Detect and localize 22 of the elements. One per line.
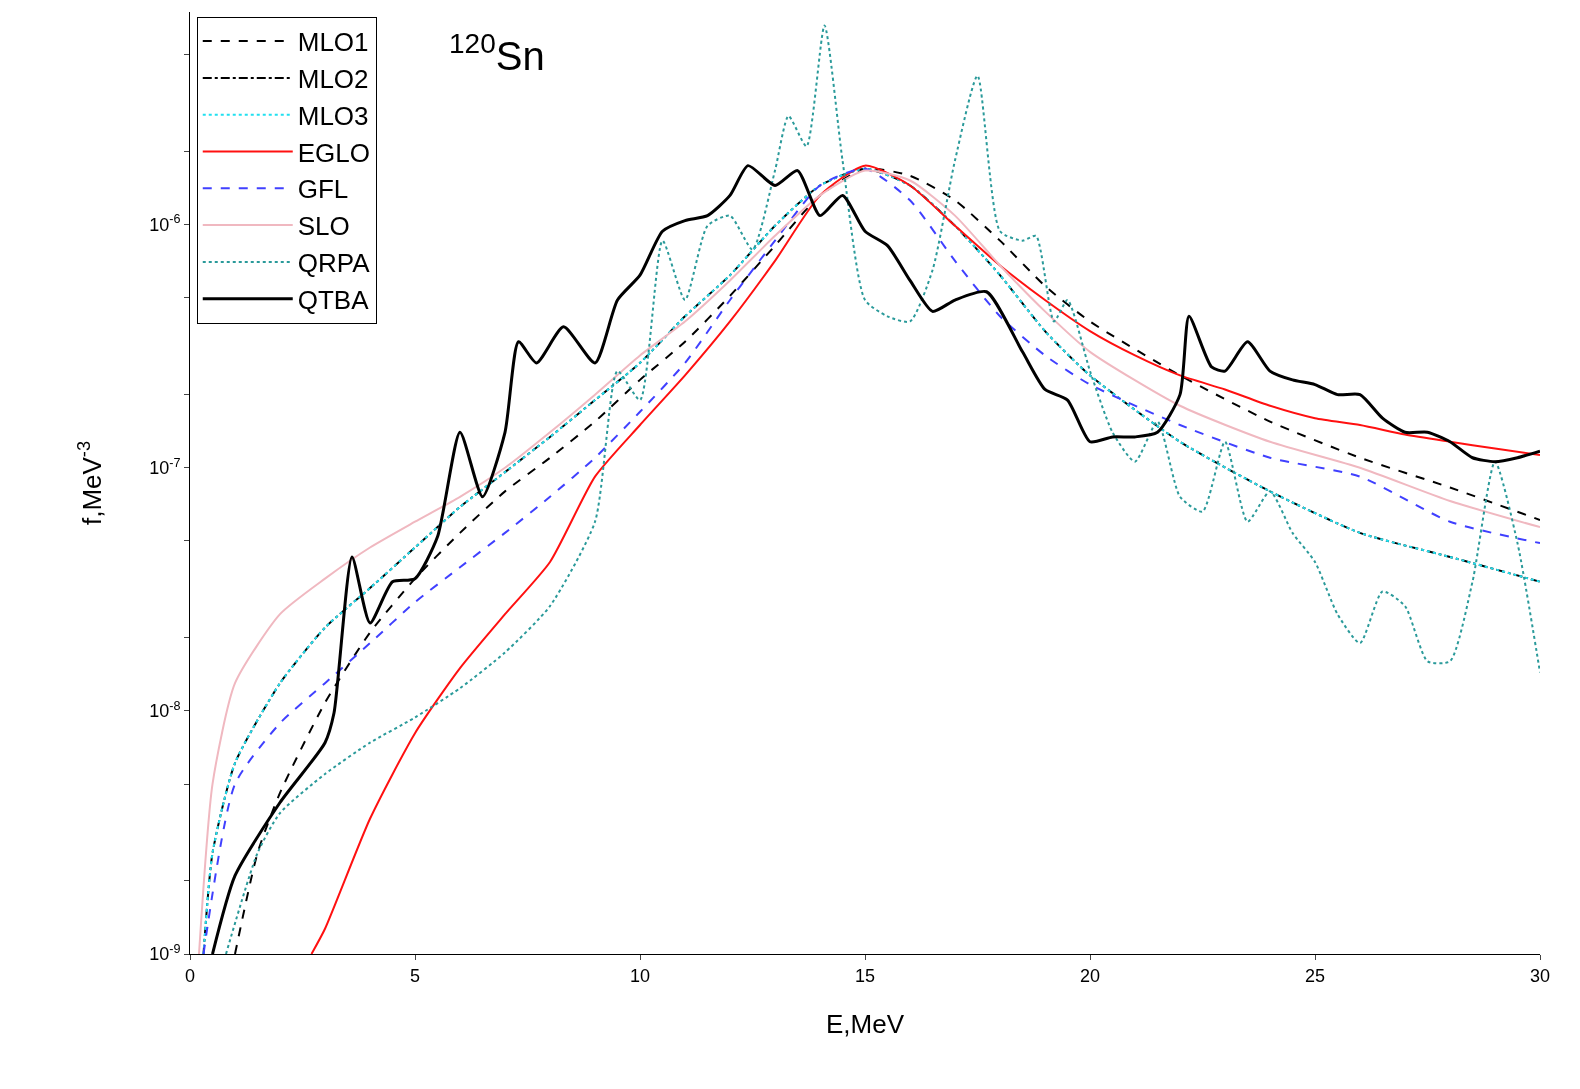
x-axis-title: E,MeV	[825, 1009, 905, 1040]
legend-label: QTBA	[297, 284, 370, 315]
x-tick-label: 25	[1304, 965, 1326, 986]
line-series	[225, 24, 1540, 954]
x-tick-label: 10	[629, 965, 651, 986]
y-tick-label: 10$^{-8}$	[149, 698, 181, 722]
x-tick-label: 0	[184, 965, 196, 986]
legend-label: MLO3	[297, 100, 369, 131]
y-tick-label: 10$^{-9}$	[149, 941, 181, 965]
legend-label: MLO1	[297, 27, 369, 58]
x-tick-label: 20	[1079, 965, 1101, 986]
legend-label: SLO	[297, 211, 350, 242]
x-tick-label: 30	[1529, 965, 1551, 986]
y-tick-label: 10$^{-6}$	[149, 212, 181, 236]
x-tick-label: 5	[409, 965, 421, 986]
y-tick-label: 10$^{-7}$	[149, 455, 181, 479]
legend-label: GFL	[297, 174, 349, 205]
text: $^{120}$Sn	[449, 28, 545, 78]
x-tick-label: 15	[854, 965, 876, 986]
legend-label: EGLO	[297, 137, 370, 168]
legend-label: MLO2	[297, 64, 369, 95]
legend-label: QRPA	[297, 248, 371, 279]
